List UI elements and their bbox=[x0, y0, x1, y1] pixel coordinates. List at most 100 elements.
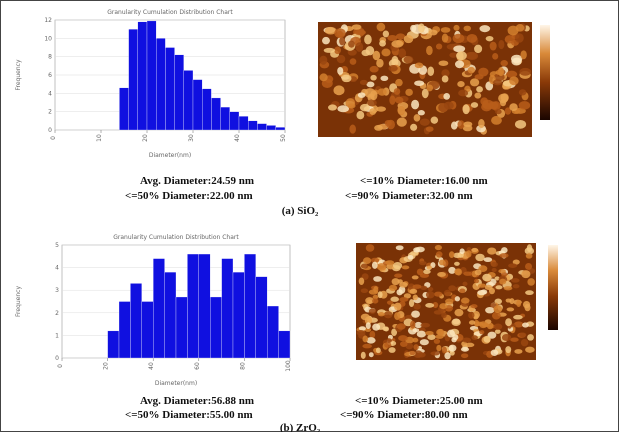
afm-grain bbox=[413, 350, 423, 358]
afm-grain bbox=[463, 121, 473, 127]
afm-grain bbox=[393, 262, 403, 270]
afm-grain bbox=[425, 291, 435, 299]
afm-grain bbox=[474, 74, 484, 80]
afm-grain bbox=[482, 100, 489, 109]
afm-grain bbox=[428, 29, 438, 36]
afm-grain bbox=[448, 285, 457, 292]
afm-grain bbox=[468, 311, 475, 319]
afm-grain bbox=[449, 350, 455, 356]
afm-grain bbox=[412, 328, 420, 333]
afm-grain bbox=[437, 328, 445, 336]
afm-grain bbox=[501, 334, 512, 342]
afm-grain bbox=[365, 322, 371, 329]
afm-grain bbox=[354, 29, 366, 36]
afm-grain bbox=[427, 287, 434, 292]
afm-grain bbox=[426, 84, 434, 92]
bar bbox=[211, 97, 221, 131]
afm-grain bbox=[413, 344, 419, 350]
y-tick-label: 1 bbox=[55, 332, 59, 339]
afm-grain bbox=[356, 110, 365, 120]
afm-grain bbox=[368, 308, 377, 314]
afm-grain bbox=[525, 263, 533, 270]
y-tick-label: 4 bbox=[55, 265, 59, 272]
afm-grain bbox=[508, 263, 518, 268]
afm-grain bbox=[395, 245, 404, 251]
afm-grain bbox=[491, 267, 497, 273]
afm-grain bbox=[454, 60, 465, 69]
afm-grain bbox=[364, 327, 372, 332]
y-tick-label: 0 bbox=[55, 355, 59, 362]
afm-grain bbox=[377, 312, 385, 317]
x-tick-label: 40 bbox=[234, 134, 241, 142]
afm-grain bbox=[380, 75, 389, 81]
afm-grain bbox=[467, 66, 476, 74]
afm-grain bbox=[370, 74, 377, 81]
afm-grain bbox=[368, 352, 374, 358]
afm-grain bbox=[444, 352, 451, 360]
afm-grain bbox=[438, 259, 446, 266]
avg-diameter: Avg. Diameter:24.59 nm bbox=[140, 175, 254, 187]
afm-grain bbox=[376, 106, 386, 112]
afm-grain bbox=[388, 347, 396, 353]
afm-grain bbox=[514, 119, 527, 129]
afm-grain bbox=[416, 268, 424, 276]
x-tick-label: 40 bbox=[148, 362, 155, 370]
afm-grain bbox=[498, 269, 506, 274]
afm-grain bbox=[448, 266, 456, 274]
afm-grain bbox=[409, 288, 418, 294]
afm-grain bbox=[490, 349, 499, 357]
afm-grain bbox=[516, 299, 522, 308]
afm-grain bbox=[492, 52, 499, 60]
y-tick-label: 6 bbox=[48, 72, 52, 79]
afm-grain bbox=[427, 66, 435, 77]
afm-grain bbox=[411, 99, 420, 110]
afm-grain bbox=[495, 285, 503, 290]
afm-grain bbox=[465, 342, 475, 348]
afm-grain bbox=[527, 334, 534, 341]
afm-grain bbox=[421, 88, 429, 99]
afm-grain bbox=[372, 298, 379, 304]
afm-grain bbox=[372, 323, 381, 331]
x-axis-label: Diameter(nm) bbox=[155, 380, 197, 387]
afm-grain bbox=[323, 47, 336, 53]
afm-grain bbox=[451, 318, 461, 327]
afm-grain bbox=[339, 36, 346, 46]
afm-grain bbox=[470, 304, 478, 309]
afm-grain bbox=[394, 302, 402, 311]
bar bbox=[244, 253, 256, 359]
afm-grain bbox=[349, 124, 356, 134]
afm-grain bbox=[360, 288, 369, 294]
afm-grain bbox=[347, 103, 356, 109]
afm-grain bbox=[525, 253, 533, 259]
afm-grain bbox=[419, 339, 429, 346]
afm-grain bbox=[369, 330, 376, 339]
afm-grain bbox=[360, 351, 366, 359]
afm-grain bbox=[462, 104, 470, 115]
afm-grain bbox=[403, 34, 414, 44]
bar bbox=[192, 79, 203, 131]
afm-grain bbox=[457, 80, 465, 88]
afm-grain bbox=[433, 291, 443, 297]
afm-grain bbox=[410, 24, 417, 33]
afm-grain bbox=[454, 296, 461, 302]
afm-grain bbox=[336, 54, 346, 64]
afm-grain bbox=[477, 283, 487, 288]
bar bbox=[164, 271, 177, 359]
afm-grain bbox=[377, 88, 387, 96]
afm-grain bbox=[347, 49, 357, 56]
afm-grain bbox=[522, 322, 529, 328]
afm-grain bbox=[356, 330, 366, 336]
afm-grain bbox=[441, 75, 449, 83]
afm-grain bbox=[505, 298, 512, 303]
afm-grain bbox=[433, 338, 441, 344]
afm-grain bbox=[394, 96, 404, 104]
x-tick-label: 0 bbox=[57, 364, 64, 368]
afm-grain bbox=[458, 89, 469, 97]
afm-grain bbox=[396, 117, 407, 127]
afm-grain bbox=[436, 344, 442, 352]
bar bbox=[255, 276, 268, 359]
afm-grain bbox=[487, 247, 497, 255]
afm-grain bbox=[489, 41, 497, 51]
bar bbox=[107, 330, 120, 359]
afm-grain bbox=[515, 23, 525, 32]
